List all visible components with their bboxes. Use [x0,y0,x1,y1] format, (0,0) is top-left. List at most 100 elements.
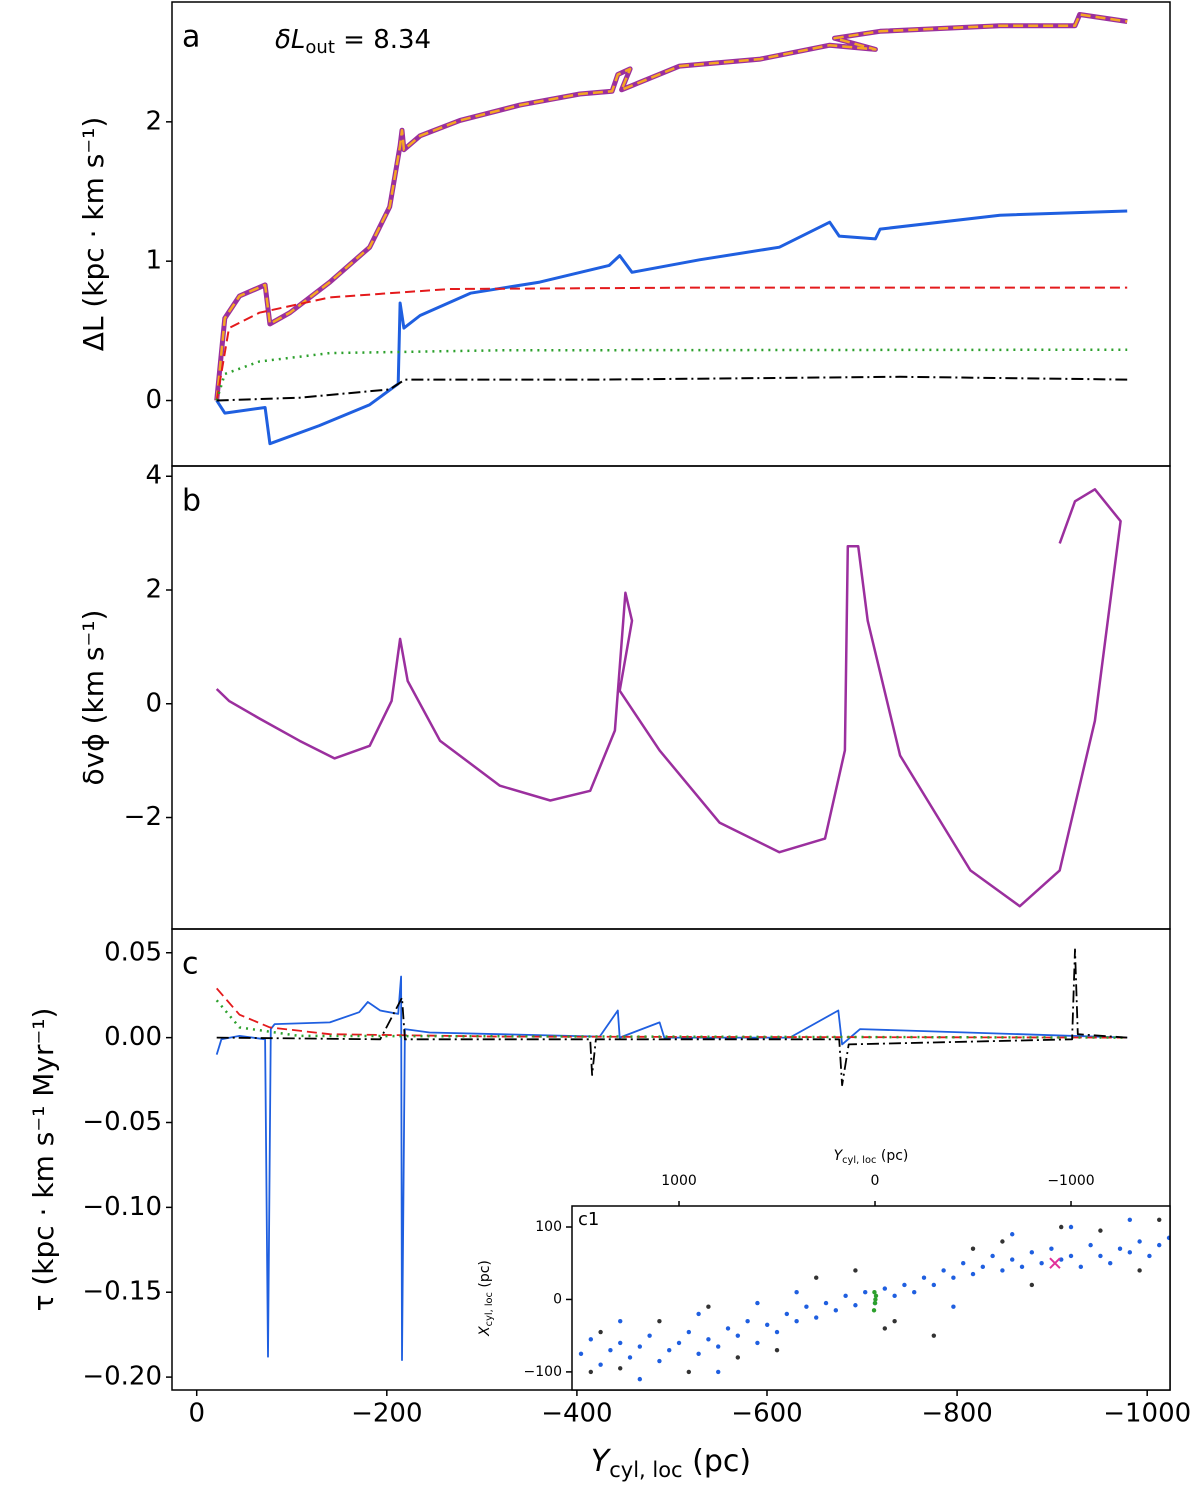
point [647,1333,652,1338]
point [774,1329,780,1335]
point [716,1369,721,1375]
data-line [215,488,1122,908]
point [1068,1253,1074,1259]
data-line [215,999,1128,1039]
point [696,1311,701,1317]
axis-label-part: (pc) [683,1444,751,1479]
plot-area [578,1217,1170,1382]
data-line [214,12,1128,401]
y-tick-label: 1 [145,246,162,276]
point [1049,1246,1054,1251]
x-tick-label: −1000 [1103,1399,1191,1429]
point [598,1362,603,1367]
axis-label-sub: cyl, loc [842,1155,876,1166]
point-marker [1049,1257,1061,1269]
point [627,1355,633,1360]
x-tick-label: −800 [921,1399,992,1429]
data-line [215,13,1128,401]
y-tick-label: −0.15 [82,1277,162,1307]
axis-label-part: (pc) [477,1260,493,1292]
point [873,1297,878,1302]
point [706,1304,711,1309]
plot-area [214,12,1128,446]
point [1088,1242,1093,1248]
axis-label: Xcyl, loc (pc) [477,1260,495,1337]
x-tick-label: 0 [871,1173,880,1189]
point [882,1286,888,1291]
point [1108,1261,1113,1266]
point [637,1344,643,1349]
point [794,1318,799,1324]
point [871,1308,877,1313]
y-tick-label: 0 [145,385,162,415]
y-axis-label: δvϕ (km s⁻¹) [77,610,110,786]
point [745,1318,750,1324]
point [618,1318,623,1324]
point [882,1326,888,1331]
inset-background [572,1206,1170,1390]
y-tick-label: 2 [145,106,162,136]
plot-area [215,488,1122,908]
point [912,1290,917,1295]
point [1098,1228,1103,1233]
point [676,1340,682,1346]
point [735,1333,741,1338]
point [873,1293,879,1299]
point [1039,1261,1044,1266]
plot-area [215,948,1128,1361]
point [931,1333,937,1338]
panel-label: c1 [578,1209,599,1230]
y-tick-label: −0.05 [82,1107,162,1137]
point [1137,1268,1142,1273]
axis-label-sub: cyl, loc [484,1292,495,1326]
axes-frame [571,1205,1171,1391]
data-line [216,948,1128,1087]
y-axis-label: ΔL (kpc · km s⁻¹) [77,117,110,352]
y-tick-label: −0.20 [82,1362,162,1392]
point [892,1293,897,1299]
point [1010,1232,1015,1237]
point [970,1271,976,1277]
point [872,1300,878,1306]
point [1068,1224,1074,1230]
data-line [216,375,1128,402]
panel-label: a [182,20,200,55]
y-tick-label: −0.10 [82,1192,162,1222]
point [1010,1257,1015,1262]
point [823,1300,829,1306]
point [735,1355,741,1360]
point [931,1282,937,1288]
point [1078,1264,1084,1270]
point [1117,1246,1123,1251]
point [814,1275,819,1280]
point [618,1340,623,1346]
point [921,1275,927,1280]
point [657,1358,662,1364]
point [1029,1282,1035,1288]
point [637,1376,643,1382]
point [755,1300,760,1306]
point [892,1318,897,1324]
axis-label-part: Y [834,1148,844,1164]
point [1127,1250,1133,1255]
data-line [216,987,1128,1039]
annotation-part: δL [275,25,305,55]
point [872,1290,877,1295]
x-tick-label: 1000 [661,1173,697,1189]
point [1137,1239,1142,1244]
point [598,1329,603,1335]
point [804,1304,809,1309]
point [961,1261,966,1266]
y-axis-label: τ (kpc · km s⁻¹ Myr⁻¹) [27,1008,60,1312]
y-tick-label: 0 [145,688,162,718]
point [1059,1224,1064,1230]
point [588,1369,594,1375]
panel-label: c [182,947,199,982]
point [951,1275,956,1280]
point [970,1246,976,1251]
point [725,1326,731,1331]
x-tick-label: −400 [541,1399,612,1429]
point [1127,1217,1133,1222]
y-tick-label: 2 [145,574,162,604]
point [1000,1239,1005,1244]
